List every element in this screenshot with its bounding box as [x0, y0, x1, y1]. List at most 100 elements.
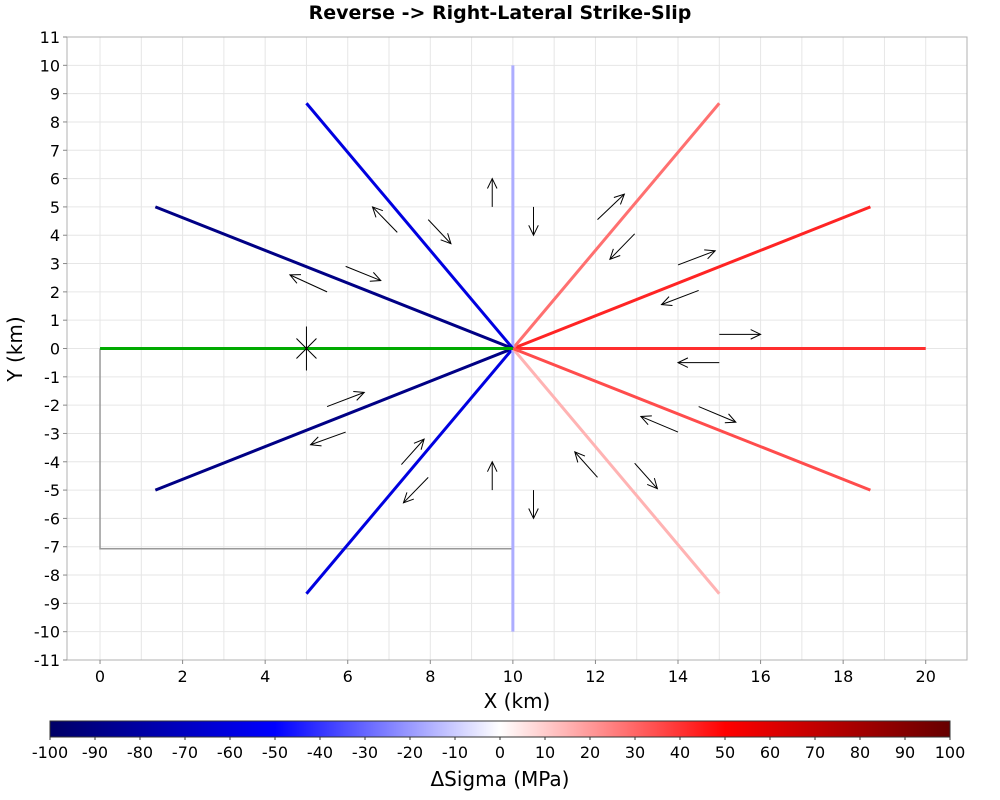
colorbar-tick-label: -10 [442, 743, 468, 762]
colorbar-tick-label: 60 [760, 743, 780, 762]
y-tick-label: -5 [44, 481, 60, 500]
slip-arrow-head [528, 225, 539, 237]
colorbar-tick-label: 50 [715, 743, 735, 762]
slip-arrow [676, 357, 720, 368]
slip-arrow-shaft [677, 250, 716, 266]
y-tick-label: 9 [50, 85, 60, 104]
slip-arrow-head [613, 193, 626, 205]
slip-arrow [609, 233, 636, 261]
slip-arrow-head [724, 413, 737, 424]
slip-arrow-head [413, 438, 425, 450]
slip-arrow [486, 460, 498, 491]
colorbar-tick-label: 0 [495, 743, 505, 762]
receiver-fault-9 [511, 347, 721, 595]
colorbar-tick-label: -60 [217, 743, 243, 762]
colorbar-tick-label: -30 [352, 743, 378, 762]
slip-arrow-shaft [427, 219, 452, 245]
slip-arrow-head [486, 460, 498, 472]
colorbar-tick-label: 40 [670, 743, 690, 762]
slip-arrow [309, 431, 346, 447]
x-tick-label: 10 [503, 667, 523, 686]
slip-arrow [345, 265, 382, 282]
colorbar-tick-label: 70 [805, 743, 825, 762]
y-tick-label: 4 [50, 226, 60, 245]
x-tick-label: 0 [95, 667, 105, 686]
receiver-fault-6 [154, 347, 514, 492]
y-tick-label: 6 [50, 170, 60, 189]
slip-arrow-head [750, 329, 762, 340]
receiver-fault-10 [512, 347, 871, 492]
slip-arrow [719, 329, 762, 340]
colorbar-tick-label: 90 [895, 743, 915, 762]
y-tick-label: 10 [40, 56, 60, 75]
y-tick-label: -9 [44, 594, 60, 613]
slip-arrow-head [309, 436, 322, 447]
slip-arrow [528, 490, 539, 520]
slip-arrow [288, 274, 328, 293]
slip-arrow-shaft [289, 274, 328, 293]
y-tick-label: -6 [44, 509, 60, 528]
x-axis-ticks: 0 2 4 6 8 10 12 14 16 18 20 [95, 660, 936, 686]
slip-arrow [634, 462, 659, 490]
slip-arrow [427, 219, 452, 245]
x-tick-label: 20 [916, 667, 936, 686]
slip-arrow-head [369, 272, 382, 282]
y-tick-label: 11 [40, 28, 60, 47]
y-axis-label: Y (km) [3, 316, 27, 382]
y-tick-label: 3 [50, 255, 60, 274]
slip-arrow-head [676, 357, 689, 368]
y-tick-label: -4 [44, 453, 60, 472]
x-tick-label: 6 [343, 667, 353, 686]
colorbar-tick-label: 30 [625, 743, 645, 762]
x-axis-label: X (km) [484, 689, 551, 713]
colorbar-tick-label: -50 [262, 743, 288, 762]
slip-arrow-head [639, 415, 652, 426]
x-tick-label: 16 [750, 667, 770, 686]
slip-arrow-head [371, 206, 384, 218]
y-tick-label: 1 [50, 311, 60, 330]
slip-arrow-head [704, 249, 717, 260]
slip-arrow-head [574, 451, 586, 463]
colorbar-tick-label: 100 [935, 743, 966, 762]
slip-arrow [326, 390, 366, 408]
y-tick-label: -3 [44, 424, 60, 443]
x-tick-label: 4 [260, 667, 270, 686]
x-tick-label: 8 [425, 667, 435, 686]
slip-arrow [597, 193, 626, 221]
receiver-fault-2 [511, 102, 721, 350]
slip-arrow-shaft [574, 451, 598, 478]
colorbar [49, 720, 951, 738]
receiver-fault-5 [154, 205, 514, 350]
slip-arrow [371, 206, 398, 233]
slip-arrow-head [647, 477, 659, 490]
slip-arrow-shaft [310, 431, 346, 446]
slip-arrow-shaft [326, 391, 365, 408]
receiver-fault-7 [305, 347, 515, 595]
slip-arrow-shaft [609, 233, 636, 260]
hypocenter-marker [296, 326, 317, 371]
colorbar-tick-label: -70 [172, 743, 198, 762]
x-tick-label: 18 [833, 667, 853, 686]
colorbar-tick-label: -40 [307, 743, 333, 762]
colorbar-tick-label: 10 [535, 743, 555, 762]
slip-arrow [639, 415, 679, 433]
y-tick-label: 2 [50, 283, 60, 302]
colorbar-label: ΔSigma (MPa) [430, 767, 569, 791]
x-tick-label: 14 [668, 667, 688, 686]
x-tick-label: 2 [178, 667, 188, 686]
hypocenter-stroke [296, 338, 317, 359]
slip-arrow-shaft [661, 289, 699, 306]
colorbar-tick-label: -100 [32, 743, 68, 762]
y-tick-label: -2 [44, 396, 60, 415]
y-tick-label: -11 [34, 651, 60, 670]
receiver-fault-4 [305, 102, 515, 350]
slip-arrow [402, 476, 429, 504]
colorbar-ticks: -100 -90 -80 -70 -60 -50 -40 -30 -20 -10 0 10 20 30 40… [32, 737, 965, 762]
colorbar-tick-label: -20 [397, 743, 423, 762]
slip-arrow [698, 406, 737, 424]
slip-arrow-shaft [345, 265, 381, 282]
slip-arrow-head [609, 248, 621, 261]
slip-arrow-shaft [597, 193, 625, 221]
